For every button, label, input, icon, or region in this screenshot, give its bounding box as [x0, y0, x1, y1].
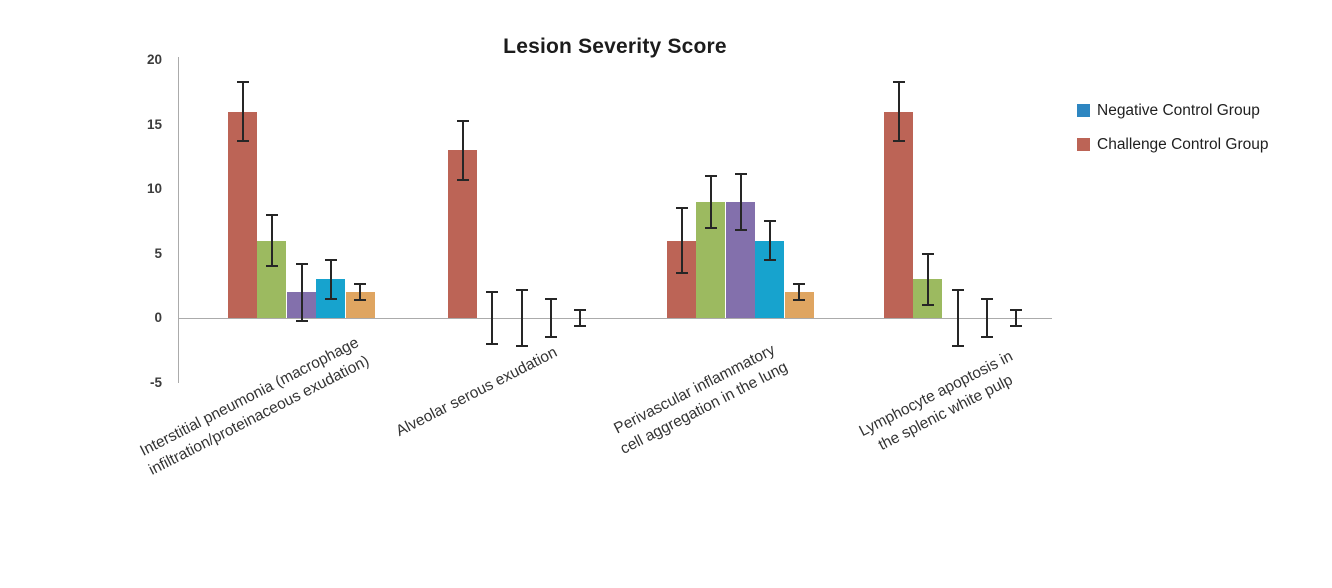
error-bar-cap [574, 309, 587, 312]
error-bar-cap [951, 288, 964, 291]
error-bar [956, 289, 959, 347]
error-bar [680, 208, 683, 273]
y-axis-tick-label: 5 [154, 245, 162, 261]
error-bar-cap [515, 288, 528, 291]
x-axis-category-label-line: Alveolar serous exudation [393, 343, 561, 440]
error-bar-cap [354, 283, 367, 286]
error-bar-cap [515, 345, 528, 348]
legend: Negative Control Group Challenge Control… [1077, 100, 1268, 168]
error-bar [549, 298, 552, 338]
error-bar-cap [734, 172, 747, 175]
error-bar-cap [324, 297, 337, 300]
error-bar-cap [544, 336, 557, 339]
error-bar-cap [1010, 309, 1023, 312]
error-bar-cap [236, 80, 249, 83]
legend-swatch-icon [1077, 138, 1090, 151]
error-bar [739, 173, 742, 231]
y-axis-tick-label: 15 [146, 116, 162, 132]
error-bar-cap [324, 258, 337, 261]
error-bar [927, 253, 930, 306]
error-bar-cap [486, 342, 499, 345]
error-bar-cap [793, 298, 806, 301]
y-axis-line [178, 57, 179, 383]
error-bar-cap [295, 262, 308, 265]
error-bar-cap [922, 252, 935, 255]
error-bar-cap [456, 178, 469, 181]
y-axis-tick-label: -5 [149, 374, 162, 390]
error-bar-cap [892, 140, 905, 143]
error-bar [1015, 310, 1018, 326]
error-bar [461, 120, 464, 180]
error-bar-cap [793, 283, 806, 286]
bar [228, 111, 257, 318]
error-bar [329, 259, 332, 299]
error-bar [710, 176, 713, 228]
x-axis-category-label-line: infiltration/proteinaceous exudation) [145, 352, 372, 479]
error-bar-cap [892, 80, 905, 83]
x-axis-category-label: Perivascular inflammatory cell aggregatio… [607, 338, 791, 460]
error-bar [579, 310, 582, 326]
error-bar [798, 284, 801, 300]
error-bar-cap [705, 175, 718, 178]
error-bar-cap [486, 291, 499, 294]
error-bar-cap [675, 271, 688, 274]
error-bar-cap [763, 220, 776, 223]
error-bar-cap [295, 319, 308, 322]
error-bar-cap [922, 304, 935, 307]
error-bar [359, 284, 362, 300]
error-bar-cap [675, 207, 688, 210]
chart-title: Lesion Severity Score [503, 35, 727, 58]
error-bar [985, 298, 988, 338]
error-bar-cap [951, 345, 964, 348]
legend-item-negative-control[interactable]: Negative Control Group [1077, 100, 1268, 121]
error-bar [897, 81, 900, 142]
error-bar-cap [980, 297, 993, 300]
legend-swatch-icon [1077, 104, 1090, 117]
x-axis-category-label: Lymphocyte apoptosis in the splenic white… [856, 346, 1027, 461]
error-bar [768, 221, 771, 260]
error-bar-cap [734, 229, 747, 232]
x-axis-zero-line [178, 318, 1052, 319]
error-bar-cap [266, 213, 279, 216]
error-bar-cap [705, 226, 718, 229]
error-bar-cap [354, 298, 367, 301]
legend-label: Challenge Control Group [1097, 136, 1269, 153]
error-bar [241, 81, 244, 142]
error-bar-cap [236, 140, 249, 143]
x-axis-category-label: Interstitial pneumonia (macrophage infilt… [135, 332, 372, 481]
legend-item-challenge-control[interactable]: Challenge Control Group [1077, 134, 1268, 155]
error-bar-cap [1010, 324, 1023, 327]
y-axis-tick-label: 10 [146, 181, 162, 196]
legend-label: Negative Control Group [1097, 102, 1260, 119]
error-bar-cap [980, 336, 993, 339]
error-bar [491, 292, 494, 344]
error-bar-cap [266, 265, 279, 268]
x-axis-category-label: Alveolar serous exudation [393, 342, 561, 442]
error-bar [271, 214, 274, 267]
bar [884, 111, 913, 318]
y-axis-tick-label: 20 [146, 52, 162, 67]
y-axis-tick-label: 0 [154, 310, 162, 325]
error-bar [300, 263, 303, 321]
error-bar [520, 289, 523, 347]
error-bar-cap [456, 119, 469, 122]
error-bar-cap [574, 324, 587, 327]
error-bar-cap [763, 258, 776, 261]
x-axis-category-label-line: Interstitial pneumonia (macrophage [137, 334, 362, 460]
error-bar-cap [544, 297, 557, 300]
